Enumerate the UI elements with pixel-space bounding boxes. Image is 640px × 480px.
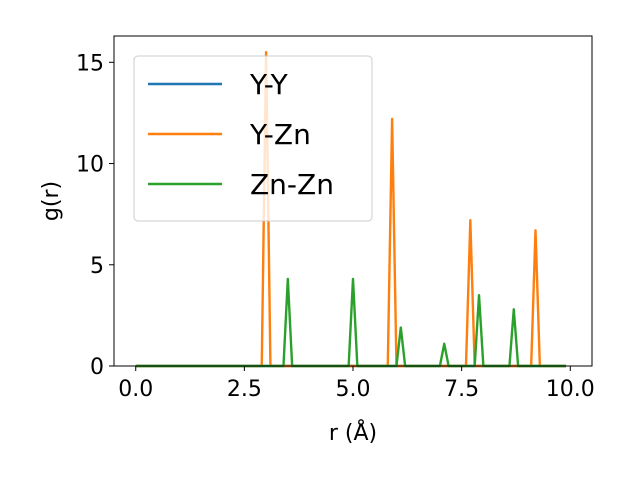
x-tick-label: 0.0 bbox=[118, 377, 153, 402]
x-tick-label: 10.0 bbox=[546, 377, 595, 402]
x-tick-label: 2.5 bbox=[227, 377, 262, 402]
legend-box bbox=[133, 55, 373, 222]
y-tick-label: 10 bbox=[76, 153, 104, 178]
x-ticks: 0.0 2.5 5.0 7.5 10.0 bbox=[118, 366, 595, 402]
legend-label: Y-Zn bbox=[249, 118, 311, 151]
y-ticks: 0 5 10 15 bbox=[76, 51, 114, 380]
y-tick-label: 0 bbox=[90, 355, 104, 380]
x-tick-label: 7.5 bbox=[444, 377, 479, 402]
legend-label: Zn-Zn bbox=[250, 168, 334, 201]
y-tick-label: 5 bbox=[90, 254, 104, 279]
x-axis-label: r (Å) bbox=[329, 419, 377, 446]
legend-label: Y-Y bbox=[249, 68, 289, 101]
legend: Y-Y Y-Zn Zn-Zn bbox=[133, 55, 373, 222]
y-axis-label: g(r) bbox=[39, 181, 64, 221]
x-tick-label: 5.0 bbox=[336, 377, 371, 402]
y-tick-label: 15 bbox=[76, 51, 104, 76]
